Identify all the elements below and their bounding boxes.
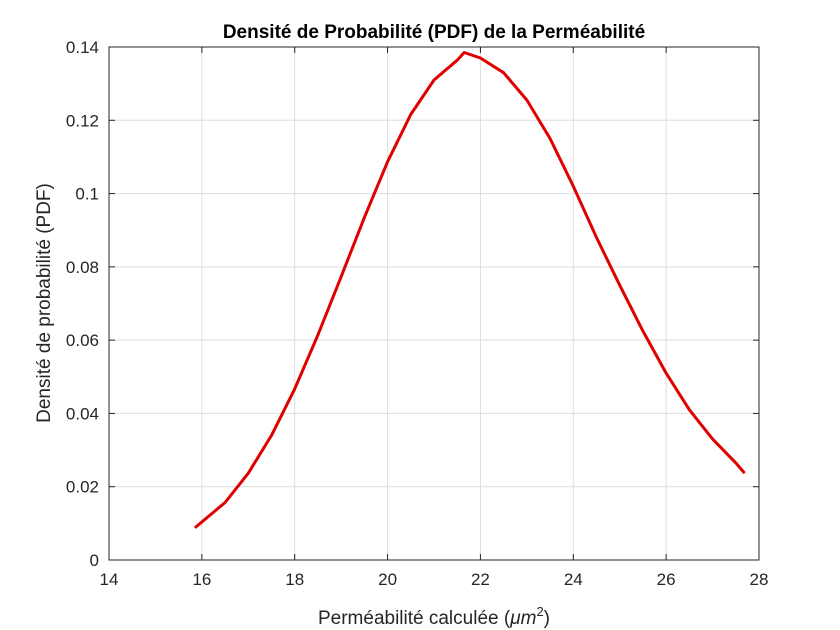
chart-title: Densité de Probabilité (PDF) de la Permé…: [223, 22, 645, 43]
y-tick-label: 0: [90, 551, 99, 570]
y-tick-label: 0.08: [66, 258, 99, 277]
x-axis-label-text: Perméabilité calculée (: [318, 608, 511, 629]
y-tick-label: 0.04: [66, 404, 99, 423]
y-tick-label: 0.12: [66, 111, 99, 130]
x-tick-label: 18: [285, 570, 304, 589]
y-tick-labels: 0 0.02 0.04 0.06 0.08 0.1 0.12 0.14: [66, 38, 99, 570]
x-tick-labels: 14 16 18 20 22 24 26 28: [100, 570, 769, 589]
axis-ticks: [108, 46, 760, 561]
y-tick-label: 0.14: [66, 38, 99, 57]
plot-area: [109, 47, 759, 560]
y-tick-label: 0.1: [75, 185, 99, 204]
x-tick-label: 28: [750, 570, 769, 589]
x-tick-label: 14: [100, 570, 119, 589]
x-axis-label-exponent: 2: [536, 604, 543, 619]
x-axis-label-close: ): [544, 608, 550, 629]
x-tick-label: 16: [192, 570, 211, 589]
x-tick-label: 20: [378, 570, 397, 589]
y-axis-label: Densité de probabilité (PDF): [34, 183, 55, 423]
x-tick-label: 22: [471, 570, 490, 589]
x-axis-label: Perméabilité calculée (μm2): [318, 604, 550, 629]
series-lines: [194, 51, 746, 529]
x-axis-label-unit: μm: [509, 608, 536, 629]
y-tick-label: 0.02: [66, 478, 99, 497]
x-tick-label: 24: [564, 570, 583, 589]
x-tick-label: 26: [657, 570, 676, 589]
y-tick-label: 0.06: [66, 331, 99, 350]
pdf-curve-line: [194, 51, 746, 529]
plot-frame: [108, 46, 760, 561]
